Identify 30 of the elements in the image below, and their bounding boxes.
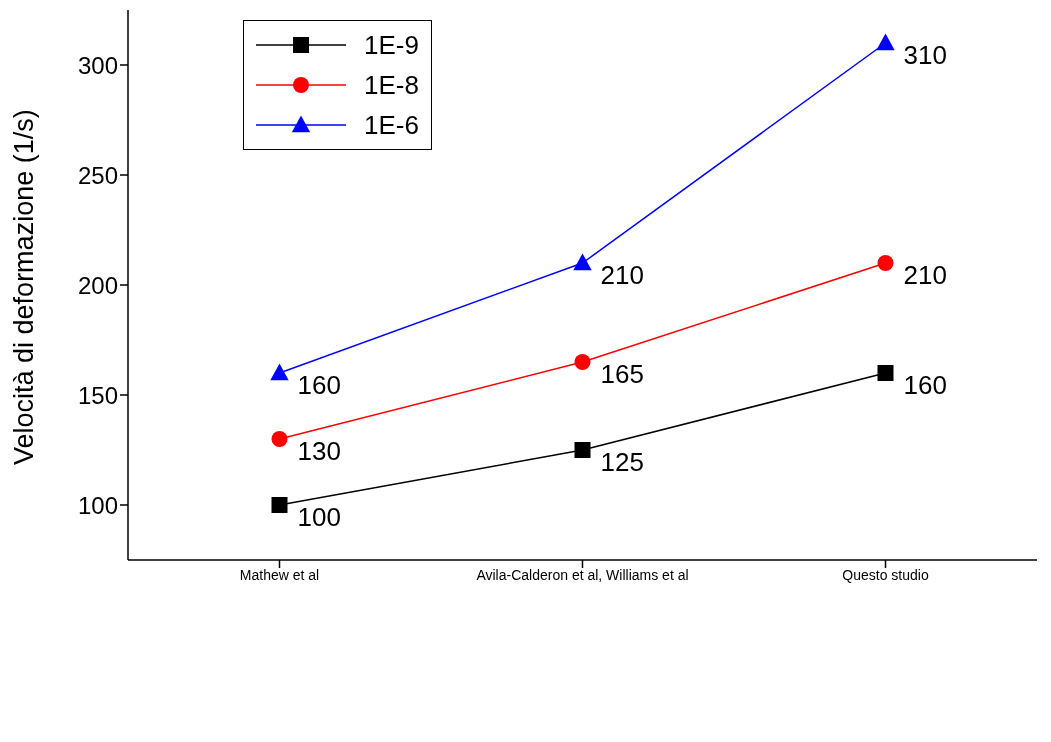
y-tick-label: 250 <box>77 161 118 189</box>
data-label: 160 <box>903 369 947 400</box>
y-tick-label: 100 <box>77 491 118 519</box>
x-tick-label: Questo studio <box>842 566 929 583</box>
x-tick-label: Mathew et al <box>239 566 320 583</box>
data-label: 210 <box>903 259 947 290</box>
point <box>877 255 894 271</box>
data-label: 165 <box>600 358 644 389</box>
legend-label: 1E-8 <box>364 69 419 101</box>
point <box>271 497 288 513</box>
legend-label: 1E-6 <box>364 109 419 141</box>
y-tick-label: 150 <box>77 381 118 409</box>
data-label: 310 <box>903 39 947 70</box>
y-tick-label: 200 <box>77 271 118 299</box>
y-axis-title: Velocità di deformazione (1/s) <box>8 109 39 465</box>
point <box>574 354 591 370</box>
data-label: 125 <box>600 446 644 477</box>
data-label: 100 <box>297 501 341 532</box>
y-tick-label: 300 <box>77 51 118 79</box>
data-label: 160 <box>297 369 341 400</box>
point <box>573 253 592 271</box>
point <box>876 33 895 51</box>
point <box>271 431 288 447</box>
legend-label: 1E-9 <box>364 29 419 61</box>
data-label: 130 <box>297 435 341 466</box>
x-tick-label: Avila-Calderon et al, Williams et al <box>476 566 689 583</box>
data-label: 210 <box>600 259 644 290</box>
point <box>877 365 894 381</box>
point <box>270 363 289 381</box>
point <box>574 442 591 458</box>
